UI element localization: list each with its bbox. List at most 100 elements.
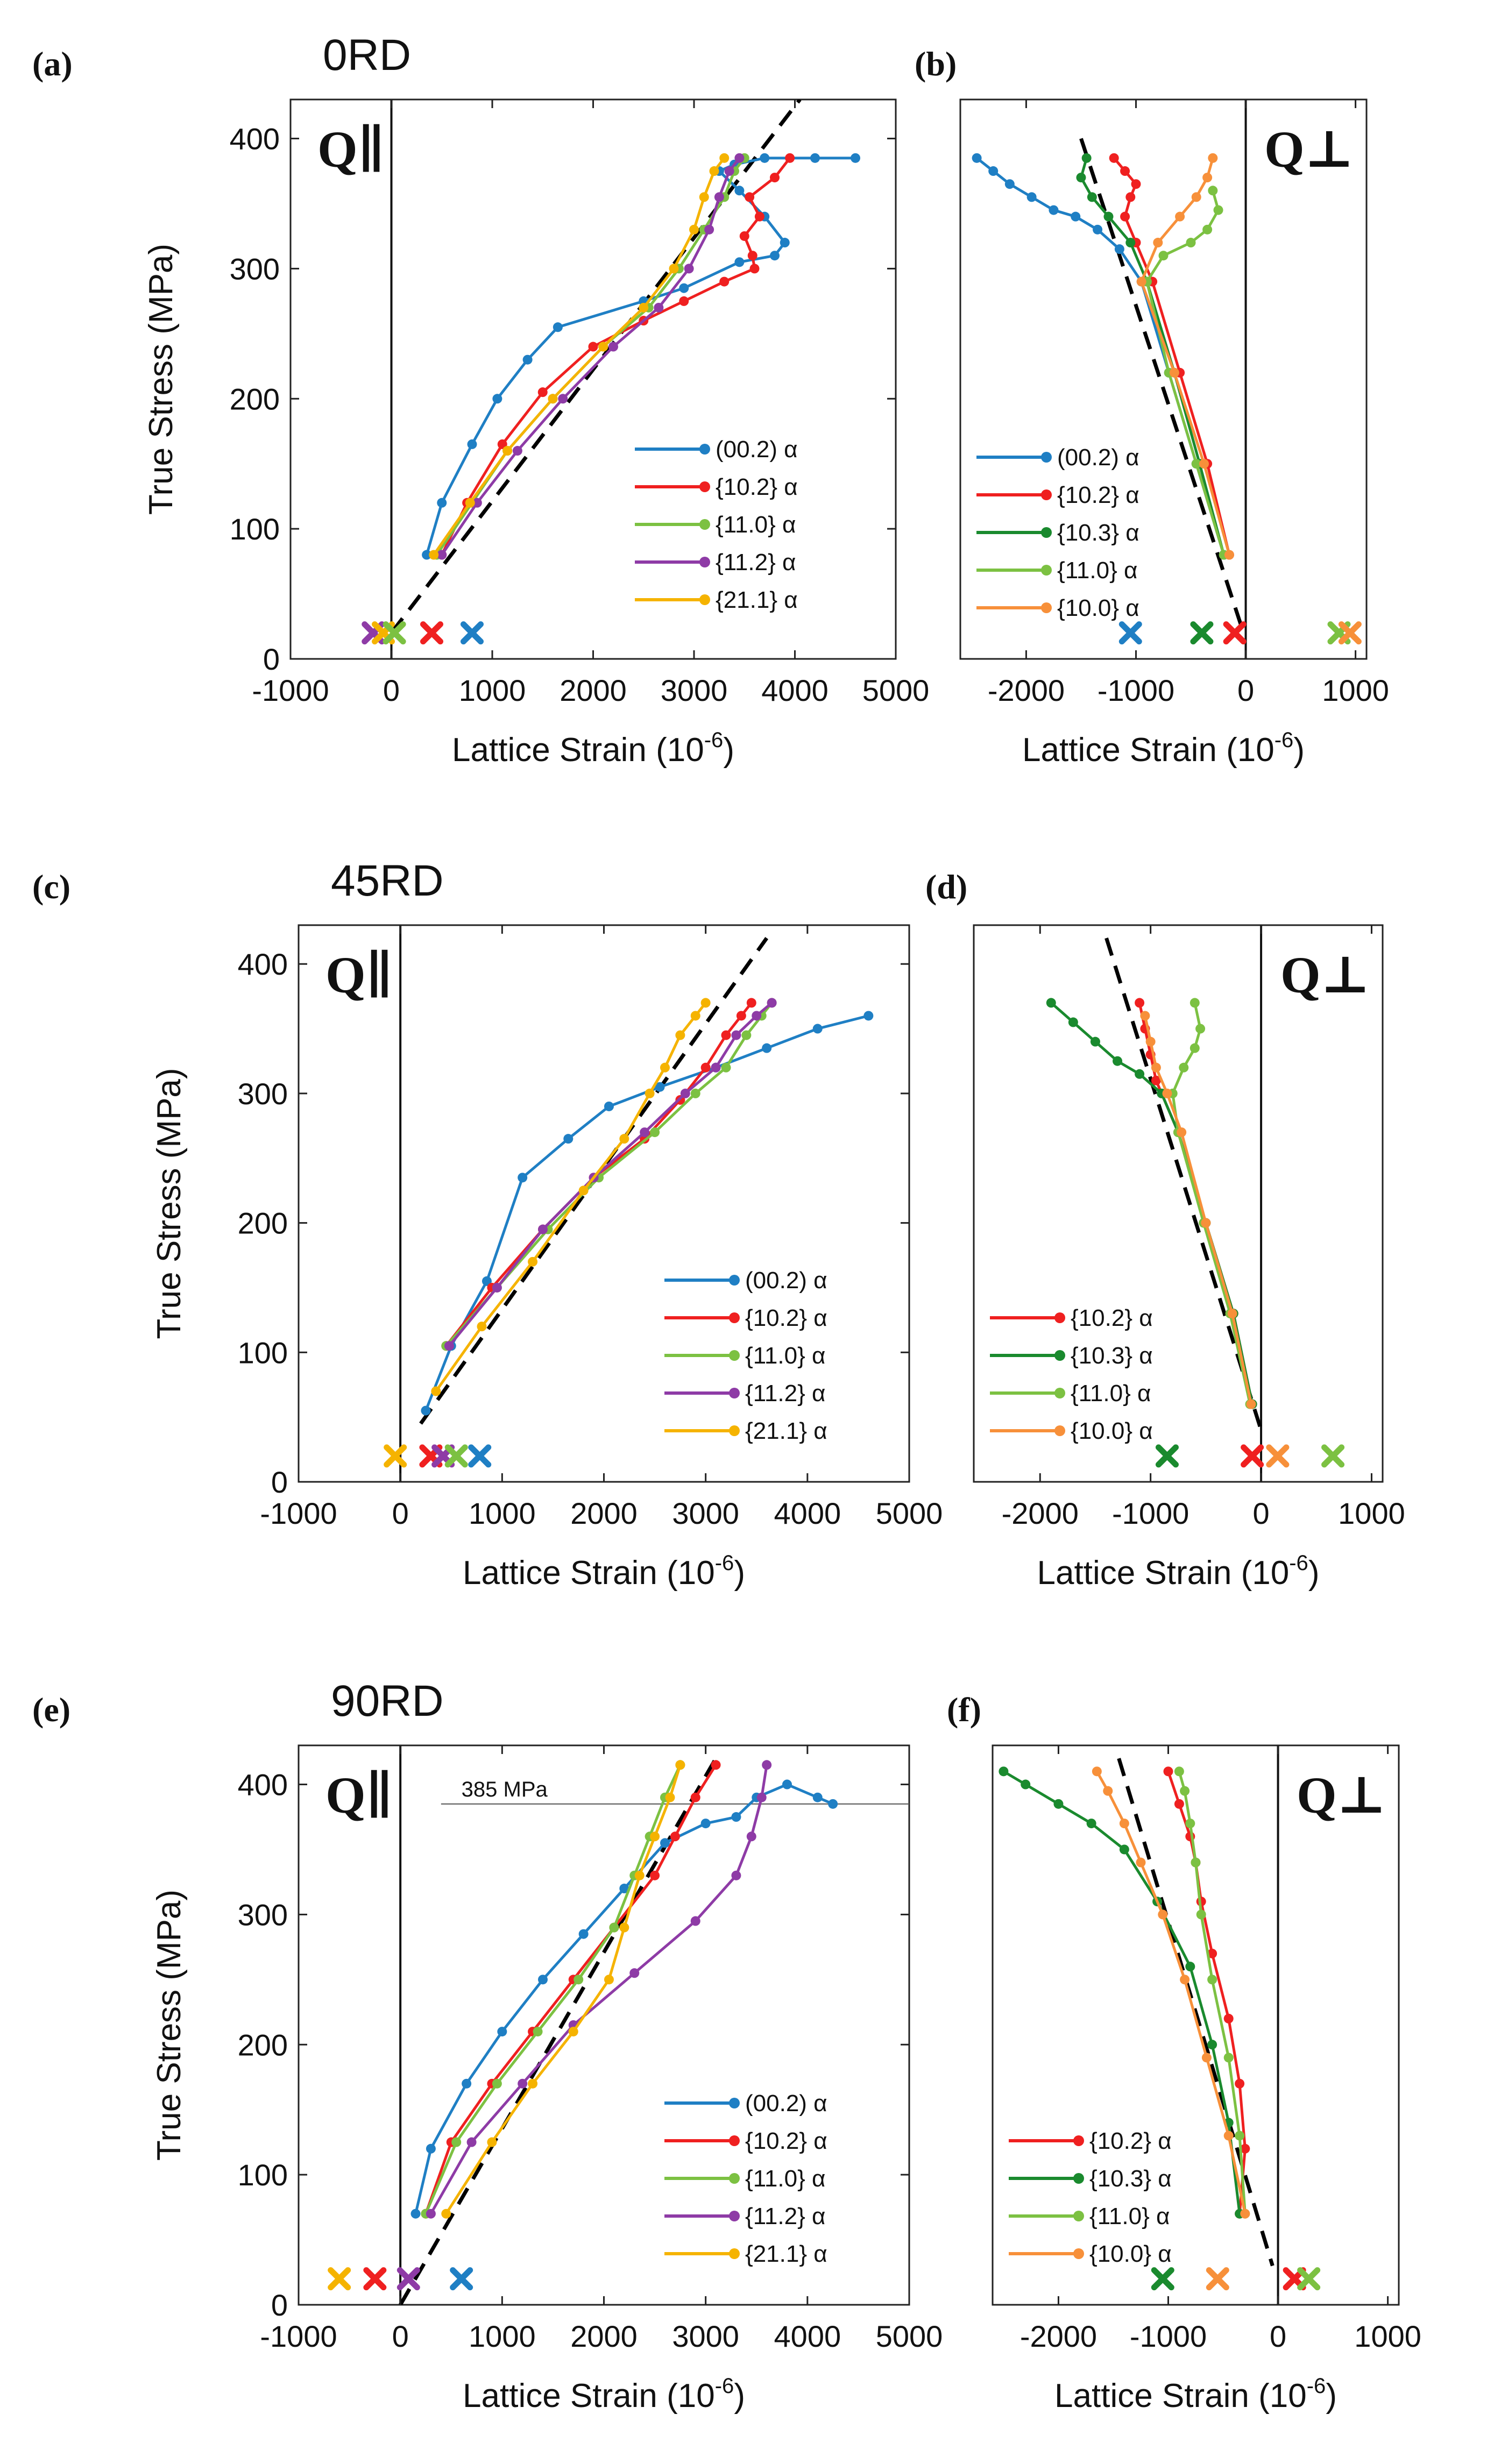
data-point: [1119, 1844, 1129, 1855]
legend-marker: [1073, 2248, 1084, 2259]
data-point: [1201, 1218, 1211, 1228]
data-point: [1068, 1017, 1078, 1027]
initial-strain-marker-b: [363, 2267, 387, 2291]
data-point: [634, 1870, 645, 1880]
data-point: [650, 1127, 660, 1138]
x-axis-label: Lattice Strain (10-6): [1022, 728, 1305, 769]
data-point: [1109, 153, 1119, 163]
data-point: [1191, 192, 1201, 202]
series-line: [424, 1764, 717, 2214]
data-point: [1240, 2209, 1250, 2219]
data-point: [699, 192, 709, 202]
data-point: [466, 2137, 477, 2147]
panel-label: (c): [32, 868, 70, 906]
y-tick-label: 200: [238, 1206, 288, 1240]
series-line: [445, 1002, 753, 1347]
initial-strain-marker-b: [468, 1444, 492, 1468]
data-point: [1131, 179, 1141, 189]
data-point: [734, 186, 745, 196]
data-point: [745, 192, 755, 202]
initial-strain-marker-b: [1297, 2267, 1321, 2291]
plot-area: [999, 1745, 1321, 2305]
plot-frame: [959, 98, 1368, 660]
legend-marker: [1073, 2211, 1084, 2221]
data-point: [574, 1975, 584, 1985]
chart-panel-c: (c) 45RD-1000 0 1000 2000 3000 4000 50000100200…: [32, 856, 943, 1592]
series-line: [1143, 1015, 1253, 1405]
elastic-fit-dashed-line: [1117, 1758, 1275, 2267]
data-point: [770, 251, 780, 261]
legend-label: {10.3} α: [1057, 520, 1139, 546]
data-point: [1185, 1962, 1195, 1972]
x-tick-label: 1000: [1322, 673, 1389, 707]
data-point: [812, 1024, 823, 1034]
chart-panel-b: (b) -2000 -1000 0 1000 Lattice Strain (10-6) Q…: [915, 45, 1389, 769]
legend-label: {11.0} α: [1089, 2203, 1170, 2229]
initial-strain-marker-b: [1118, 621, 1142, 645]
data-point: [754, 211, 764, 222]
series-line: [1003, 1770, 1241, 2214]
x-tick-label: 3000: [661, 673, 728, 707]
data-point: [422, 550, 432, 560]
x-axis-label-exp: -6: [704, 728, 724, 752]
legend-label: (00.2) α: [745, 1267, 827, 1294]
data-point: [1223, 2013, 1234, 2023]
data-point: [1093, 224, 1103, 235]
data-point: [1071, 211, 1081, 222]
legend-label: (00.2) α: [1057, 444, 1139, 471]
data-point: [426, 2143, 436, 2154]
x-tick-label: 1000: [459, 673, 526, 707]
chart-panel-d: (d) -2000 -1000 0 1000 Lattice Strain (10-6) Q…: [925, 868, 1405, 1592]
data-point: [465, 498, 475, 508]
data-point: [1202, 224, 1213, 235]
data-point: [731, 1030, 741, 1040]
legend-marker: [1054, 1312, 1065, 1323]
q-direction-label: Q⊥: [1280, 946, 1370, 1004]
x-tick-label: -1000: [1112, 1496, 1189, 1530]
data-point: [1125, 192, 1136, 202]
plot-frame: [289, 98, 897, 660]
plot-area: [1046, 925, 1345, 1482]
initial-strain-marker-b: [1338, 621, 1362, 645]
x-tick-label: -2000: [1002, 1496, 1079, 1530]
data-point: [721, 1062, 731, 1073]
x-tick-label: 0: [392, 2319, 409, 2353]
legend-marker: [1054, 1425, 1065, 1436]
legend: {10.2} α {10.3} α {11.0} α {10.0} α: [990, 1305, 1153, 1444]
data-point: [604, 1101, 614, 1111]
chart-panel-a: (a) 0RD-1000 0 1000 2000 3000 4000 500001002003…: [32, 31, 929, 769]
x-tick-label: -2000: [988, 673, 1065, 707]
legend: {10.2} α {10.3} α {11.0} α {10.0} α: [1009, 2128, 1172, 2267]
series-f-1: [999, 1766, 1245, 2219]
legend-marker: [699, 594, 710, 605]
data-point: [1151, 1075, 1161, 1085]
data-point: [1076, 173, 1086, 183]
x-tick-label: -1000: [1130, 2319, 1207, 2353]
legend-marker: [729, 1425, 740, 1436]
legend-marker: [699, 444, 710, 455]
x-tick-label: 3000: [672, 2319, 739, 2353]
legend-label: {11.2} α: [745, 1380, 825, 1407]
x-tick-label: 0: [1270, 2319, 1286, 2353]
legend-marker: [729, 2135, 740, 2146]
x-axis-label: Lattice Strain (10-6): [463, 1551, 745, 1592]
chart-panel-f: (f) -2000 -1000 0 1000 Lattice Strain (10-6) Q…: [947, 1691, 1421, 2415]
data-point: [629, 1968, 640, 1978]
data-point: [1049, 205, 1059, 215]
legend-marker: [699, 481, 710, 492]
legend: (00.2) α {10.2} α {11.0} α {11.2} α {21.1} α: [635, 436, 798, 613]
legend-label: {10.3} α: [1071, 1343, 1153, 1369]
data-point: [1120, 166, 1130, 176]
data-point: [492, 1282, 502, 1293]
data-point: [1177, 1127, 1187, 1138]
legend-marker: [729, 2248, 740, 2259]
x-axis-label-close: ): [723, 732, 734, 769]
data-point: [1103, 211, 1114, 222]
data-point: [1087, 192, 1097, 202]
data-point: [1151, 1062, 1161, 1073]
legend: (00.2) α {10.2} α {11.0} α {11.2} α {21.1} α: [664, 2090, 827, 2267]
x-tick-label: 1000: [1338, 1496, 1405, 1530]
data-point: [724, 166, 734, 176]
series-c-4: [431, 998, 711, 1396]
y-axis-label: True Stress (MPa): [151, 1068, 188, 1339]
